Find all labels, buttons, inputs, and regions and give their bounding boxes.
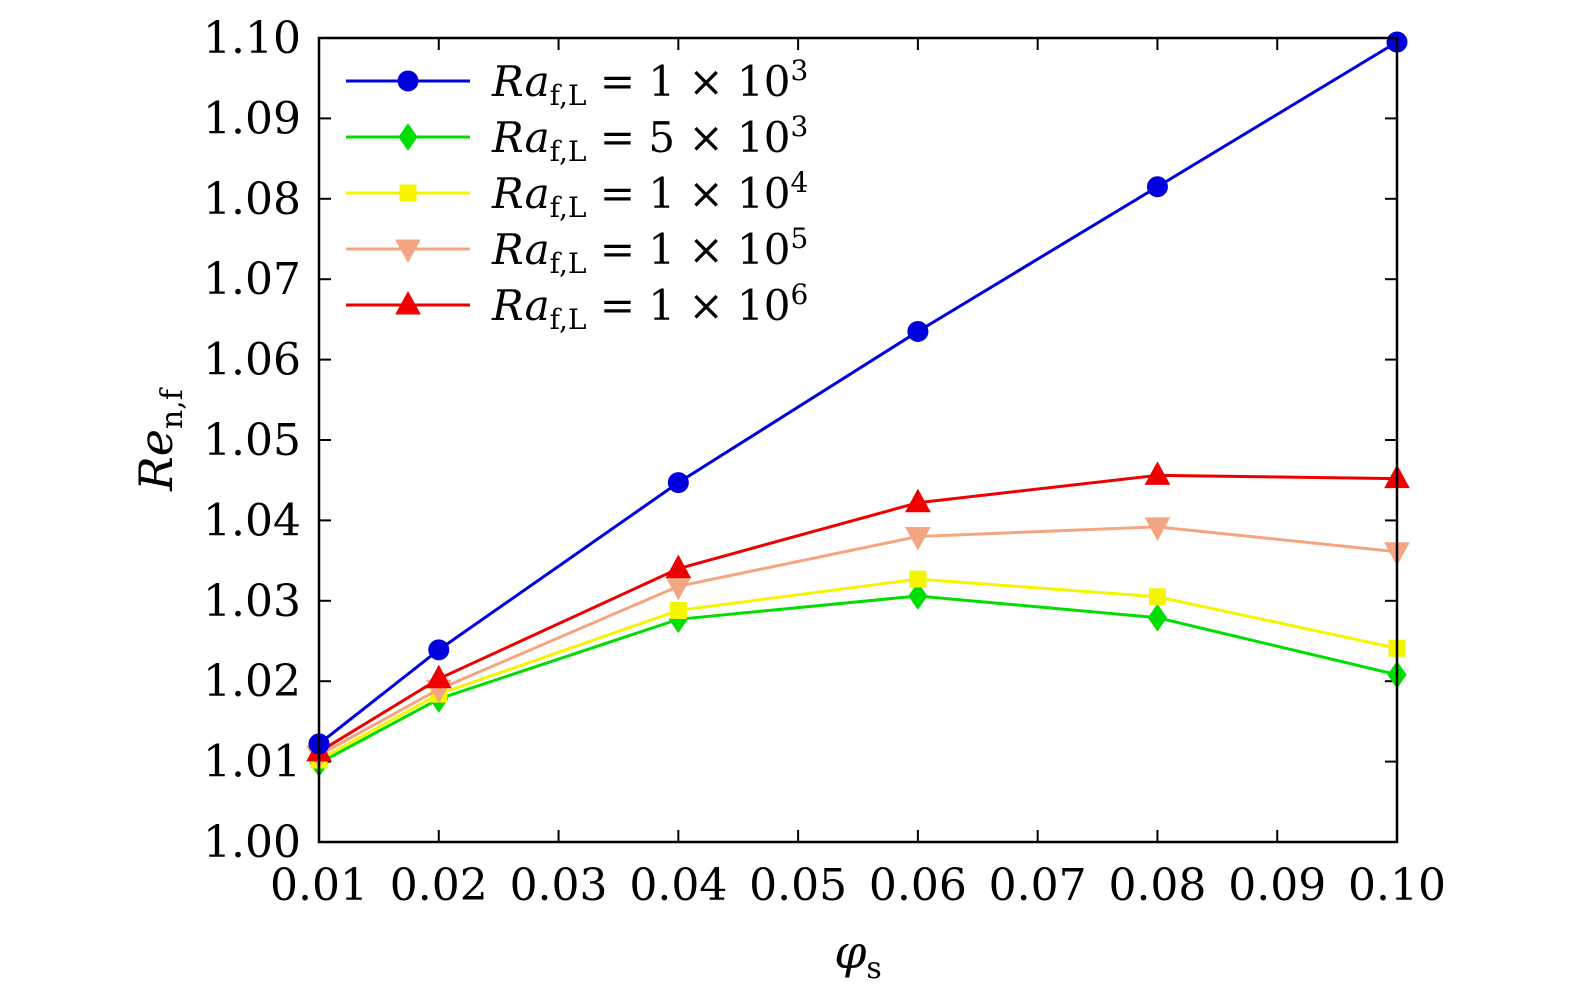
legend-swatch-marker [397, 70, 419, 92]
x-tick-label: 0.05 [749, 860, 847, 911]
legend-label-rest: = 5 × 10 [587, 113, 791, 162]
data-point [669, 601, 687, 619]
legend-entry: Raf,L = 1 × 103 [346, 54, 808, 112]
y-tick-label: 1.06 [203, 335, 301, 386]
legend-label-rest: = 1 × 10 [587, 281, 791, 330]
x-tick-label: 0.10 [1348, 860, 1446, 911]
legend-label-sup: 3 [790, 54, 808, 87]
y-tick-label: 1.01 [203, 737, 301, 788]
legend-entry: Raf,L = 1 × 106 [346, 278, 808, 336]
y-tick-label: 1.07 [203, 254, 301, 305]
series-line [318, 473, 1398, 754]
legend-label: Raf,L = 1 × 105 [491, 222, 808, 280]
x-tick-label: 0.08 [1108, 860, 1206, 911]
data-point [905, 488, 931, 513]
y-tick-label: 1.02 [203, 656, 301, 707]
series-line [318, 577, 1398, 762]
x-tick-label: 0.04 [629, 860, 727, 911]
data-point [665, 554, 692, 579]
legend-swatch-marker [398, 123, 418, 151]
legend-label-rest: = 1 × 10 [587, 225, 791, 274]
data-point [1148, 588, 1166, 606]
y-tick-label: 1.09 [203, 93, 301, 144]
y-tick-label: 1.05 [203, 415, 301, 466]
legend-label-sup: 3 [790, 110, 808, 143]
legend-swatch-marker [399, 184, 417, 202]
series-2 [309, 582, 1407, 778]
data-point [1144, 517, 1171, 541]
x-tick-label: 0.03 [510, 860, 608, 911]
legend-entry: Raf,L = 5 × 103 [346, 110, 808, 168]
legend-entry: Raf,L = 1 × 105 [346, 222, 808, 280]
x-tick-label: 0.02 [390, 860, 488, 911]
series-line [318, 594, 1398, 765]
legend-label-rest: = 1 × 10 [587, 57, 791, 106]
y-axis-label: Ren,f [129, 387, 190, 492]
x-axis-label-sub: s [866, 951, 881, 986]
x-tick-label: 0.06 [869, 860, 967, 911]
x-axis-ticks: 0.01 0.02 0.03 0.04 0.05 0.06 0.07 0.08 0.09 0.10 [270, 38, 1446, 911]
x-axis-label-base: φ [834, 925, 867, 979]
series-line [318, 525, 1398, 757]
data-point [425, 664, 452, 689]
y-tick-label: 1.04 [203, 495, 301, 546]
legend-label-sub: f,L [550, 135, 587, 168]
data-point [1144, 461, 1171, 485]
series-4 [306, 517, 1410, 770]
legend-label-rest: = 1 × 10 [587, 169, 791, 218]
series-5 [306, 461, 1410, 762]
legend-label-sub: f,L [550, 79, 587, 112]
legend-label-sub: f,L [550, 247, 587, 280]
series-1 [308, 31, 1408, 755]
legend-label-sub: f,L [550, 191, 587, 224]
x-axis-label: φs [834, 925, 882, 986]
plot-frame [317, 36, 1399, 844]
legend-label: Raf,L = 1 × 103 [491, 54, 808, 112]
legend-swatch-marker [395, 290, 421, 315]
legend-label-sup: 6 [790, 278, 808, 311]
y-tick-label: 1.08 [203, 174, 301, 225]
legend-label-sub: f,L [550, 303, 587, 336]
y-tick-label: 1.03 [203, 576, 301, 627]
legend-label: Raf,L = 1 × 106 [491, 278, 808, 336]
data-point [1146, 176, 1168, 198]
y-axis-ticks: 1.00 1.01 1.02 1.03 1.04 1.05 1.06 1.07 1.08 1.09… [203, 13, 1397, 868]
x-tick-label: 0.09 [1228, 860, 1326, 911]
series-line [318, 40, 1398, 746]
data-point [1147, 603, 1168, 632]
y-axis-label-base: Re [129, 429, 183, 492]
legend-label-sup: 4 [790, 166, 808, 199]
data-point [667, 472, 689, 494]
x-tick-label: 0.07 [989, 860, 1087, 911]
y-tick-label: 1.10 [203, 13, 301, 64]
x-tick-label: 0.01 [270, 860, 368, 911]
data-point [908, 582, 928, 610]
legend-label: Raf,L = 1 × 104 [491, 166, 808, 224]
legend-label-base: Ra [491, 281, 550, 330]
legend-label-base: Ra [491, 225, 550, 274]
legend-swatch-marker [395, 239, 421, 264]
legend-label-sup: 5 [790, 222, 808, 255]
data-point [907, 320, 929, 342]
y-tick-label: 1.00 [203, 817, 301, 868]
legend-label-base: Ra [491, 169, 550, 218]
data-point [905, 526, 931, 551]
data-point [909, 570, 927, 588]
legend-entry: Raf,L = 1 × 104 [346, 166, 808, 224]
legend-label-base: Ra [491, 113, 550, 162]
series-layer [306, 31, 1410, 778]
legend-label-base: Ra [491, 57, 550, 106]
y-axis-label-sub: n,f [155, 387, 190, 429]
data-point [428, 639, 450, 661]
legend-label: Raf,L = 5 × 103 [491, 110, 808, 168]
